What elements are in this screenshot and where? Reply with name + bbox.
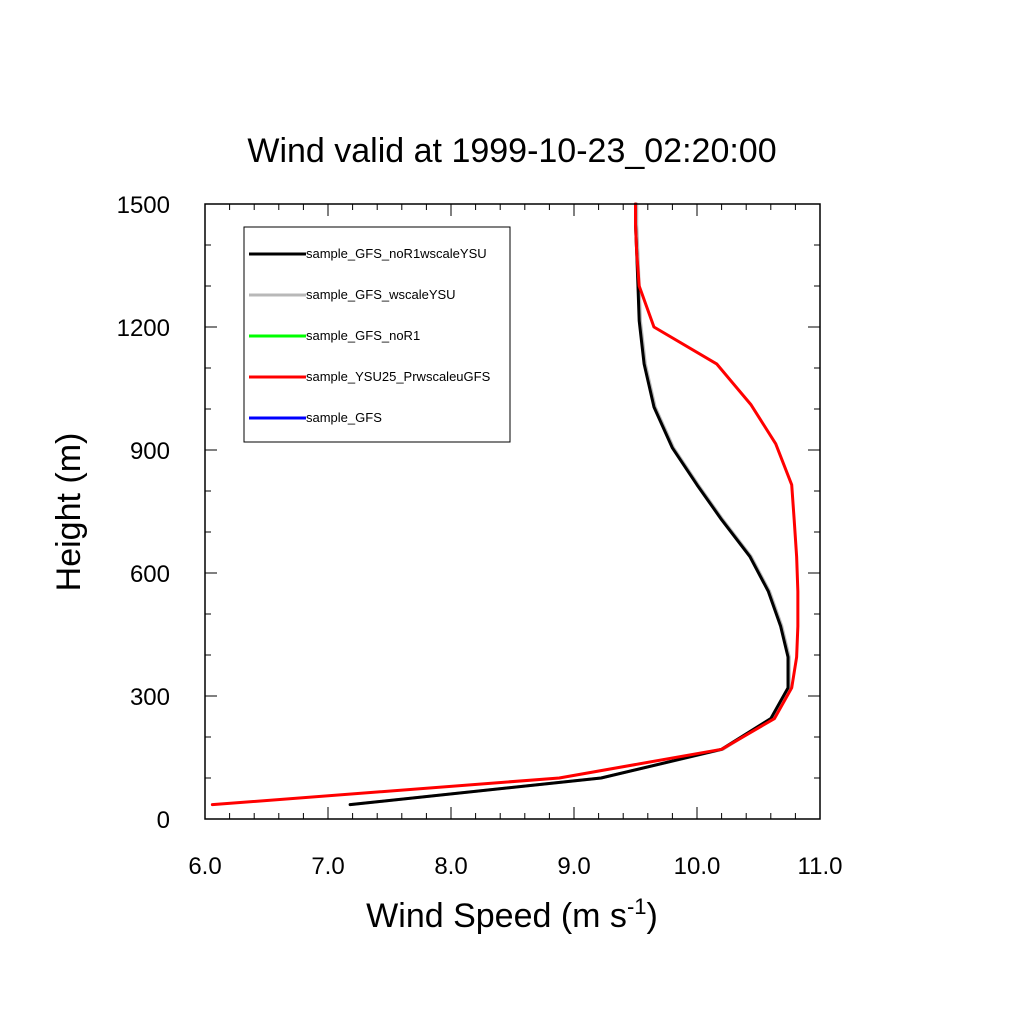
- y-tick-label: 900: [130, 438, 170, 465]
- x-tick-label: 6.0: [188, 853, 221, 880]
- plot-frame: [204, 203, 821, 820]
- legend-label: sample_GFS_noR1: [306, 328, 420, 343]
- y-tick-label: 1200: [117, 315, 170, 342]
- axis-ticks: 6.0 7.0 8.0 9.0 10.0 11.0 0 300 600 900 1200 1500: [117, 192, 843, 880]
- legend-label: sample_GFS_wscaleYSU: [306, 287, 456, 302]
- x-tick-label: 8.0: [434, 853, 467, 880]
- legend-label: sample_GFS_noR1wscaleYSU: [306, 246, 487, 261]
- y-axis-title: Height (m): [50, 433, 88, 592]
- x-axis-title-superscript: -1: [627, 894, 647, 919]
- legend: sample_GFS_noR1wscaleYSU sample_GFS_wscal…: [243, 226, 511, 443]
- legend-items: sample_GFS_noR1wscaleYSU sample_GFS_wscal…: [249, 246, 491, 425]
- series-layer: [210, 202, 800, 807]
- series-line-sample_YSU25_PrwscaleuGFS: [210, 202, 800, 807]
- y-tick-label: 600: [130, 561, 170, 588]
- x-tick-label: 9.0: [557, 853, 590, 880]
- legend-label: sample_YSU25_PrwscaleuGFS: [306, 369, 491, 384]
- x-axis-title: Wind Speed (m s-1): [366, 894, 658, 935]
- x-axis-title-suffix: ): [647, 897, 658, 935]
- legend-label: sample_GFS: [306, 410, 382, 425]
- x-tick-label: 10.0: [674, 853, 721, 880]
- chart-title: Wind valid at 1999-10-23_02:20:00: [247, 132, 776, 170]
- x-axis-title-main: Wind Speed (m s: [366, 897, 627, 935]
- y-tick-label: 1500: [117, 192, 170, 219]
- x-tick-label: 7.0: [311, 853, 344, 880]
- y-tick-label: 0: [157, 807, 170, 834]
- y-tick-label: 300: [130, 684, 170, 711]
- x-tick-label: 11.0: [798, 853, 843, 880]
